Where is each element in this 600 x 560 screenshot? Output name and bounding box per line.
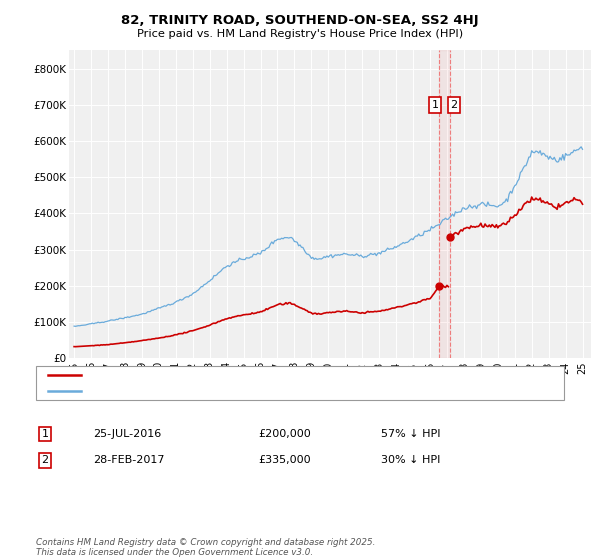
Text: 82, TRINITY ROAD, SOUTHEND-ON-SEA, SS2 4HJ (detached house): 82, TRINITY ROAD, SOUTHEND-ON-SEA, SS2 4… <box>90 370 434 380</box>
Bar <box>439 50 449 358</box>
Text: 28-FEB-2017: 28-FEB-2017 <box>93 455 164 465</box>
Text: £200,000: £200,000 <box>258 429 311 439</box>
Text: Contains HM Land Registry data © Crown copyright and database right 2025.
This d: Contains HM Land Registry data © Crown c… <box>36 538 376 557</box>
Text: 2: 2 <box>451 100 458 110</box>
Text: 25-JUL-2016: 25-JUL-2016 <box>93 429 161 439</box>
Text: 30% ↓ HPI: 30% ↓ HPI <box>381 455 440 465</box>
Text: 2: 2 <box>41 455 49 465</box>
Text: 82, TRINITY ROAD, SOUTHEND-ON-SEA, SS2 4HJ: 82, TRINITY ROAD, SOUTHEND-ON-SEA, SS2 4… <box>121 14 479 27</box>
Text: HPI: Average price, detached house, Southend-on-Sea: HPI: Average price, detached house, Sout… <box>90 386 373 396</box>
Text: 1: 1 <box>41 429 49 439</box>
Text: Price paid vs. HM Land Registry's House Price Index (HPI): Price paid vs. HM Land Registry's House … <box>137 29 463 39</box>
Text: 1: 1 <box>431 100 439 110</box>
Text: 57% ↓ HPI: 57% ↓ HPI <box>381 429 440 439</box>
Text: £335,000: £335,000 <box>258 455 311 465</box>
